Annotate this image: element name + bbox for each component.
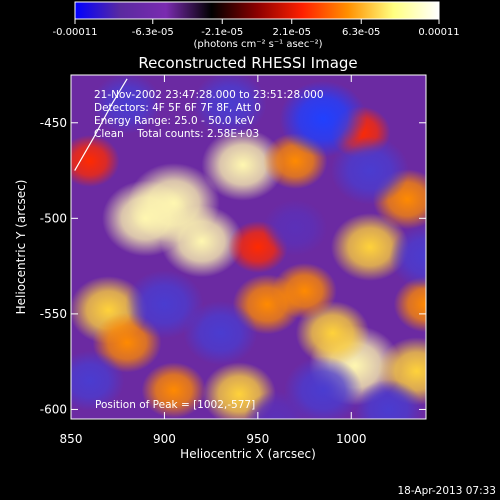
x-tick-label: 900	[153, 432, 176, 446]
footer-timestamp: 18-Apr-2013 07:33	[397, 485, 496, 497]
colorbar-tick-label: 2.1e-05	[273, 27, 311, 38]
annotation-detectors: Detectors: 4F 5F 6F 7F 8F, Att 0	[94, 102, 261, 114]
x-axis-label: Heliocentric X (arcsec)	[180, 447, 316, 461]
annotation-time-range: 21-Nov-2002 23:47:28.000 to 23:51:28.000	[94, 89, 324, 101]
colorbar-tick-label: -6.3e-05	[132, 27, 174, 38]
heatmap-blob	[393, 276, 426, 333]
y-tick-label: -500	[40, 211, 67, 225]
heatmap-blob	[279, 80, 367, 157]
y-axis-ticks: -450 -500 -550 -600	[40, 116, 426, 416]
annotation-clean-counts: Clean Total counts: 2.58E+03	[94, 128, 259, 140]
heatmap-blob	[389, 224, 426, 289]
heatmap-blob	[244, 391, 309, 419]
y-tick-label: -450	[40, 116, 67, 130]
y-axis-label: Heliocentric Y (arcsec)	[14, 180, 28, 315]
y-tick-label: -550	[40, 307, 67, 321]
colorbar-tick-labels: -0.00011 -6.3e-05 -2.1e-05 2.1e-05 6.3e-05 0.…	[53, 27, 460, 38]
heatmap-blob	[125, 270, 204, 339]
heatmap-blob	[92, 75, 162, 134]
heatmap-blob	[141, 362, 206, 419]
colorbar-tick-label: -0.00011	[53, 27, 98, 38]
x-tick-label: 850	[60, 432, 83, 446]
heatmap-blob	[272, 262, 337, 319]
annotation-energy-range: Energy Range: 25.0 - 50.0 keV	[94, 115, 255, 127]
colorbar	[74, 1, 440, 20]
colorbar-tick-label: 0.00011	[418, 27, 459, 38]
colorbar-tick-label: 6.3e-05	[342, 27, 380, 38]
y-tick-label: -600	[40, 402, 67, 416]
plot-frame	[70, 74, 427, 420]
x-tick-label: 1000	[336, 432, 367, 446]
heatmap-blob	[71, 135, 120, 187]
colorbar-ticks	[74, 19, 440, 24]
solar-limb-curve	[74, 78, 128, 171]
colorbar-unit-label: (photons cm⁻² s⁻¹ asec⁻²)	[193, 39, 322, 50]
heatmap-blob	[284, 356, 363, 419]
heatmap-blob	[193, 75, 267, 136]
colorbar-tick-label: -2.1e-05	[201, 27, 243, 38]
heatmap-blob	[160, 205, 244, 278]
chart-title: Reconstructed RHESSI Image	[138, 54, 357, 72]
x-axis-ticks: 850 900 950 1000	[60, 75, 367, 446]
heatmap-blob	[330, 136, 410, 205]
heatmap-blob	[71, 350, 125, 411]
heatmap-blob	[183, 301, 258, 365]
x-tick-label: 950	[246, 432, 269, 446]
heatmap-blobs	[71, 75, 426, 419]
heatmap-blob	[330, 213, 410, 281]
heatmap-blob	[354, 379, 424, 419]
peak-position-label: Position of Peak = [1002,-577]	[95, 399, 255, 411]
heatmap-blob	[201, 128, 285, 201]
heatmap-blob	[263, 199, 328, 256]
